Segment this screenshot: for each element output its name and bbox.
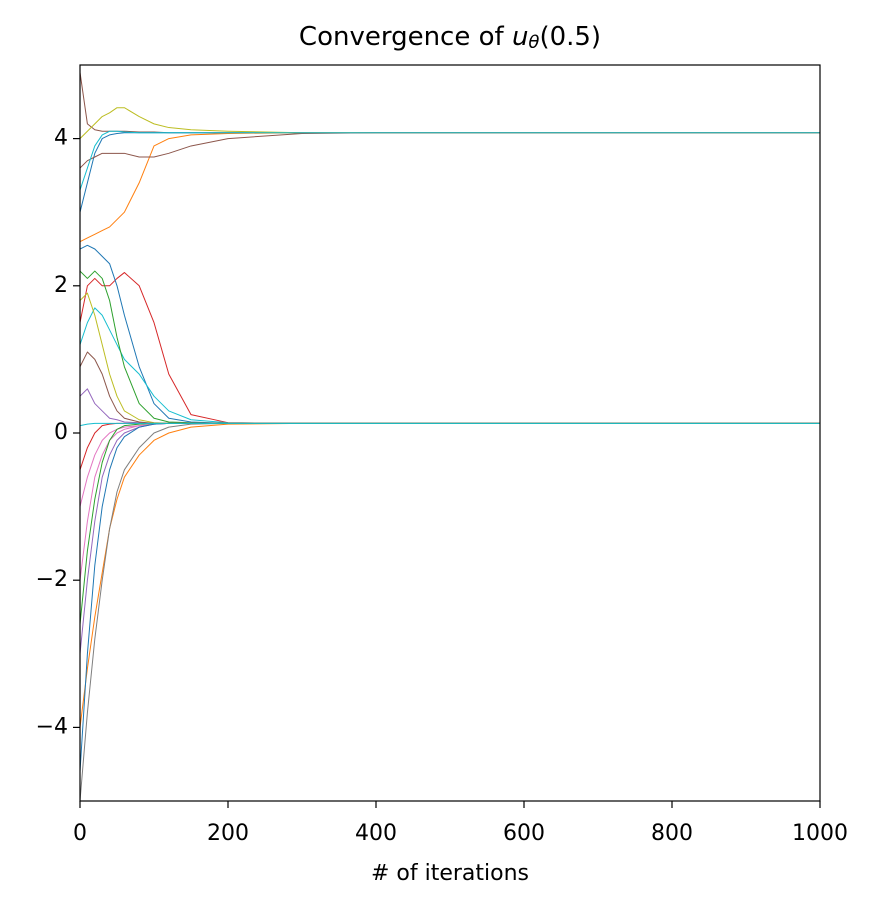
x-tick-label: 200 xyxy=(207,821,249,846)
title-var: u xyxy=(512,22,528,52)
series-line xyxy=(80,422,820,427)
series-line xyxy=(80,130,820,191)
series-line xyxy=(80,244,820,424)
series-line xyxy=(80,72,820,134)
series-line xyxy=(80,107,820,139)
series-line xyxy=(80,132,820,169)
x-tick-label: 600 xyxy=(503,821,545,846)
series-line xyxy=(80,422,820,581)
series-line xyxy=(80,307,820,424)
series-line xyxy=(80,422,820,728)
chart-title: Convergence of uθ(0.5) xyxy=(299,22,601,54)
series-line xyxy=(80,388,820,424)
series-line xyxy=(80,132,820,243)
series-line xyxy=(80,351,820,424)
series-line xyxy=(80,422,820,801)
x-tick-label: 1000 xyxy=(792,821,848,846)
x-tick-label: 800 xyxy=(651,821,693,846)
plot-lines xyxy=(80,72,820,801)
y-tick-label: −2 xyxy=(36,567,68,592)
x-tick-label: 0 xyxy=(73,821,87,846)
title-suffix: (0.5) xyxy=(539,22,601,52)
series-line xyxy=(80,422,820,625)
title-sub: θ xyxy=(528,32,539,53)
x-tick-label: 400 xyxy=(355,821,397,846)
x-axis-label: # of iterations xyxy=(371,861,529,886)
y-tick-label: 0 xyxy=(54,420,68,445)
series-line xyxy=(80,422,820,772)
series-line xyxy=(80,422,820,654)
y-tick-label: 2 xyxy=(54,273,68,298)
y-tick-label: 4 xyxy=(54,126,68,151)
plot-frame xyxy=(79,64,821,802)
series-line xyxy=(80,270,820,424)
series-line xyxy=(80,132,820,213)
title-prefix: Convergence of xyxy=(299,22,512,52)
series-line xyxy=(80,422,820,470)
series-line xyxy=(80,422,820,507)
y-tick-label: −4 xyxy=(36,714,68,739)
series-line xyxy=(80,272,820,424)
series-line xyxy=(80,292,820,424)
